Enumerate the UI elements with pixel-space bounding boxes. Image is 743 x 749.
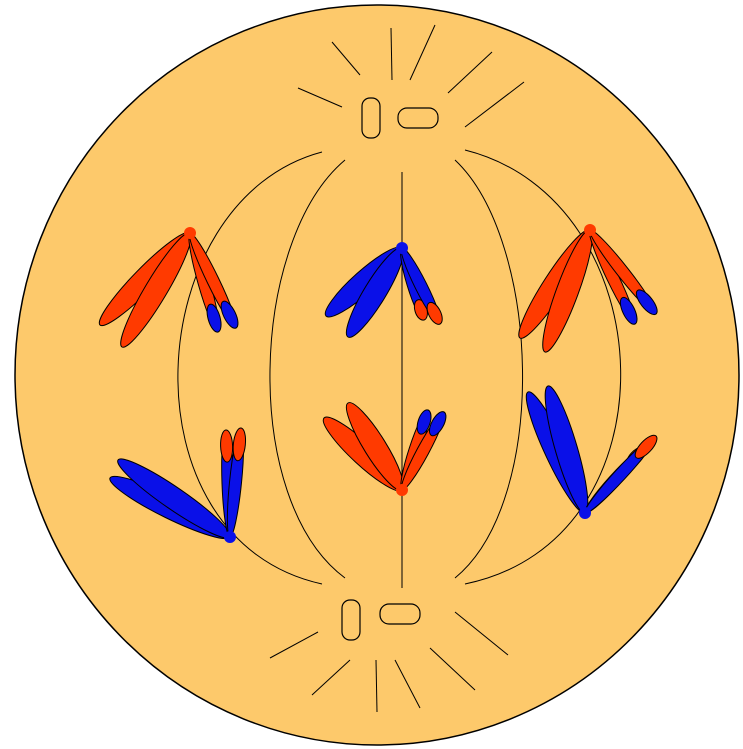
ray <box>331 41 361 76</box>
centromere <box>184 227 196 239</box>
chromatid <box>634 434 658 459</box>
chromatid <box>428 411 447 437</box>
centromere <box>579 507 591 519</box>
ray <box>464 81 525 128</box>
spindle-fiber <box>464 149 622 585</box>
spindle-fiber <box>177 151 323 585</box>
ray <box>394 659 421 709</box>
chromatid <box>635 289 658 316</box>
ray <box>297 87 343 108</box>
cell <box>14 4 740 746</box>
ray <box>375 659 378 713</box>
chromosomes <box>98 224 658 543</box>
centriole <box>379 603 421 625</box>
centriole <box>397 107 439 129</box>
ray <box>454 611 509 656</box>
chromatid <box>416 409 432 435</box>
ray <box>269 631 319 659</box>
chromatid <box>232 427 247 462</box>
centriole <box>341 599 361 641</box>
ray <box>429 647 476 691</box>
centromere <box>396 242 408 254</box>
ray <box>311 659 351 696</box>
spindle-fiber <box>454 159 524 579</box>
ray <box>447 51 493 94</box>
chromatid <box>220 300 239 329</box>
chromatid <box>426 301 443 325</box>
chromatid <box>619 296 638 325</box>
ray <box>409 24 436 81</box>
centromere <box>224 531 236 543</box>
chromatid <box>220 429 234 463</box>
chromatid <box>206 303 222 333</box>
aster-top <box>297 24 525 139</box>
ray <box>390 27 393 81</box>
centromere <box>584 224 596 236</box>
centromere <box>396 484 408 496</box>
spindle-fiber <box>269 159 346 579</box>
aster-bottom <box>269 599 509 713</box>
centriole <box>361 97 381 139</box>
spindle <box>177 149 622 588</box>
